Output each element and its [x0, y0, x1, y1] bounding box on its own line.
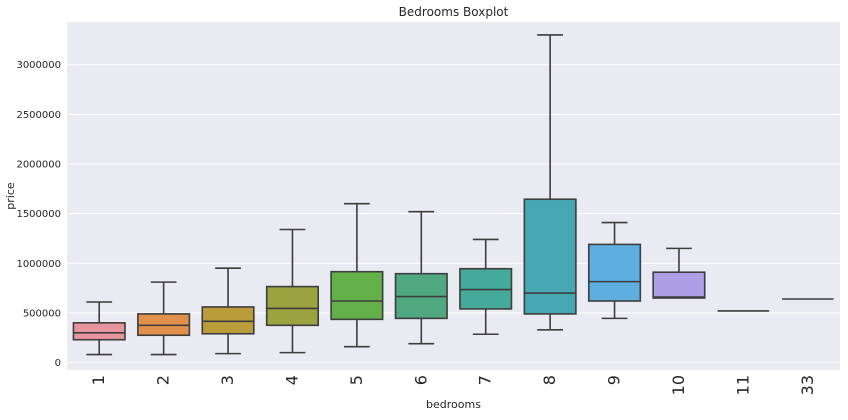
x-tick-label: 1 — [89, 375, 108, 385]
box-body — [652, 271, 706, 299]
y-tick-label: 3000000 — [16, 60, 61, 71]
box-1 — [72, 301, 126, 356]
box-4 — [265, 228, 320, 354]
x-tick-label: 9 — [605, 375, 624, 385]
plot-background — [67, 22, 840, 370]
y-tick-label: 2000000 — [16, 159, 61, 170]
box-3 — [201, 267, 255, 355]
x-tick-label: 2 — [154, 375, 173, 385]
box-body — [265, 285, 320, 327]
x-axis-label: bedrooms — [426, 398, 481, 411]
box-9 — [587, 221, 642, 320]
x-tick-label: 7 — [476, 375, 495, 385]
x-tick-label: 10 — [669, 375, 688, 395]
box-8 — [523, 34, 577, 331]
box-body — [201, 306, 255, 335]
x-tick-labels: 1 2 3 4 5 6 7 8 9 10 11 33 — [89, 375, 817, 395]
box-7 — [459, 238, 513, 336]
y-tick-label: 500000 — [23, 308, 61, 319]
y-tick-label: 1500000 — [16, 209, 61, 220]
x-tick-label: 33 — [798, 375, 817, 395]
box-body — [523, 198, 577, 315]
box-body — [330, 270, 384, 321]
box-body — [587, 243, 642, 302]
box-2 — [137, 281, 191, 356]
chart-title: Bedrooms Boxplot — [399, 5, 509, 19]
x-tick-label: 11 — [733, 375, 752, 395]
box-6 — [394, 210, 448, 345]
gridlines — [67, 64, 840, 364]
y-tick-label: 0 — [55, 358, 61, 369]
box-10 — [652, 247, 706, 299]
x-tick-label: 3 — [218, 375, 237, 385]
y-axis-label: price — [4, 182, 17, 210]
x-tick-label: 6 — [411, 375, 430, 385]
x-tick-label: 8 — [540, 375, 559, 385]
x-tick-label: 5 — [347, 375, 366, 385]
x-tick-label: 4 — [282, 375, 301, 385]
box-body — [72, 322, 126, 341]
y-tick-label: 2500000 — [16, 110, 61, 121]
boxes — [72, 34, 834, 356]
y-tick-labels: 0 500000 1000000 1500000 2000000 2500000 30000… — [16, 60, 61, 369]
box-5 — [330, 202, 384, 348]
y-tick-label: 1000000 — [16, 259, 61, 270]
